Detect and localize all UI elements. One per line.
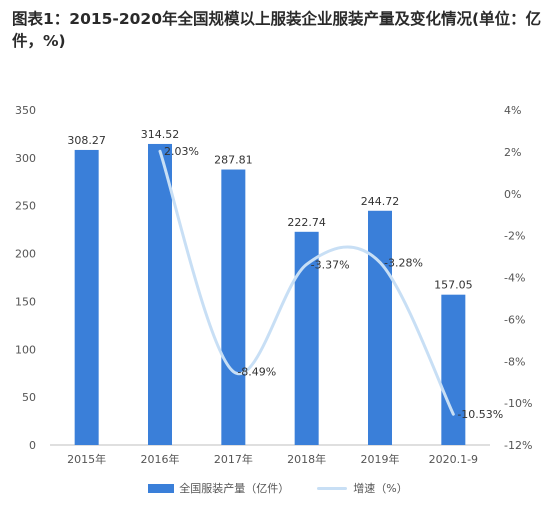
- growth-value-label: 2.03%: [164, 145, 199, 158]
- bar-value-label: 157.05: [434, 279, 473, 292]
- x-tick-label: 2020.1-9: [429, 453, 478, 466]
- y-left-tick-label: 100: [15, 343, 36, 356]
- bar-value-label: 244.72: [361, 195, 400, 208]
- y-right-tick-label: -8%: [504, 355, 525, 368]
- bar: [148, 143, 172, 446]
- y-left-tick-label: 150: [15, 295, 36, 308]
- legend-swatch-line: [317, 486, 348, 490]
- y-right-tick-label: 2%: [504, 146, 521, 159]
- y-left-tick-label: 350: [15, 104, 36, 117]
- growth-value-label: -10.53%: [457, 408, 503, 421]
- legend-item-growth: 增速（%）: [317, 480, 408, 496]
- y-right-tick-label: 4%: [504, 104, 521, 117]
- growth-line: [158, 149, 455, 416]
- x-tick-label: 2017年: [214, 452, 253, 466]
- y-left-tick-label: 50: [22, 391, 36, 404]
- bar: [74, 149, 99, 445]
- legend-label-growth: 增速（%）: [353, 482, 408, 495]
- y-right-tick-label: 0%: [504, 188, 521, 201]
- y-right-tick-label: -12%: [504, 439, 532, 452]
- x-tick-label: 2016年: [141, 452, 180, 466]
- bar-value-label: 287.81: [214, 154, 253, 167]
- legend-swatch-bar: [148, 483, 175, 493]
- growth-value-label: -3.37%: [311, 258, 350, 271]
- x-tick-label: 2015年: [67, 452, 106, 466]
- bar: [368, 210, 392, 445]
- x-tick-label: 2018年: [287, 452, 326, 466]
- y-right-tick-label: -2%: [504, 230, 525, 243]
- legend-label-production: 全国服装产量（亿件）: [179, 482, 290, 495]
- bar: [441, 294, 466, 445]
- y-left-tick-label: 300: [15, 152, 36, 165]
- bar-value-label: 308.27: [67, 134, 106, 147]
- y-left-tick-label: 250: [15, 200, 36, 213]
- bar: [294, 231, 319, 445]
- bar: [221, 169, 246, 445]
- y-left-tick-label: 200: [15, 248, 36, 261]
- growth-value-label: -8.49%: [237, 366, 276, 379]
- bar-value-label: 314.52: [141, 128, 180, 141]
- chart-title: 图表1：2015-2020年全国规模以上服装企业服装产量及变化情况(单位：亿件，…: [12, 10, 542, 50]
- legend-item-production: 全国服装产量（亿件）: [148, 480, 289, 496]
- bar-value-label: 222.74: [287, 216, 326, 229]
- y-left-tick-label: 0: [29, 439, 36, 452]
- y-right-tick-label: -10%: [504, 397, 532, 410]
- y-right-tick-label: -4%: [504, 272, 525, 285]
- chart-legend: 全国服装产量（亿件） 增速（%）: [0, 480, 556, 496]
- growth-value-label: -3.28%: [384, 256, 423, 269]
- x-tick-label: 2019年: [361, 452, 400, 466]
- y-right-tick-label: -6%: [504, 313, 525, 326]
